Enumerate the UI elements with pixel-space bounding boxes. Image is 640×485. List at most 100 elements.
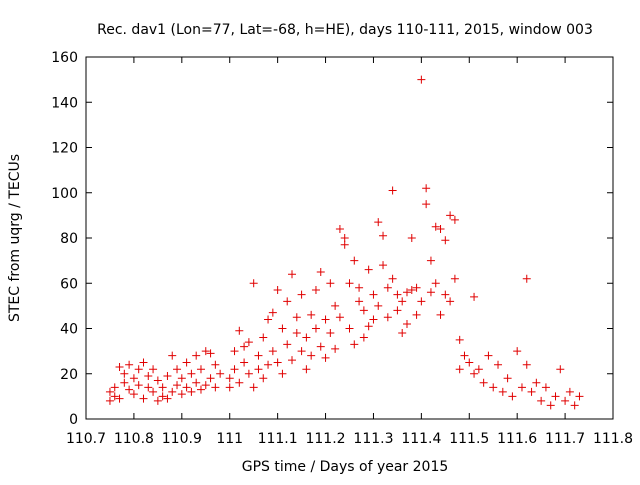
x-tick-label: 111.5 — [449, 431, 489, 447]
data-point — [407, 286, 416, 295]
data-point — [120, 369, 129, 378]
data-point — [244, 369, 253, 378]
data-point — [259, 374, 268, 383]
data-point — [465, 358, 474, 367]
y-tick-label: 0 — [69, 412, 78, 428]
data-point — [288, 356, 297, 365]
data-point — [240, 342, 249, 351]
data-point — [163, 372, 172, 381]
data-point — [283, 340, 292, 349]
data-point — [201, 347, 210, 356]
data-point — [503, 374, 512, 383]
data-point — [187, 387, 196, 396]
y-tick-label: 80 — [60, 231, 78, 247]
data-point — [436, 310, 445, 319]
data-point — [326, 279, 335, 288]
data-point — [422, 184, 431, 193]
data-point — [105, 387, 114, 396]
data-point — [292, 313, 301, 322]
data-point — [316, 342, 325, 351]
data-point — [196, 385, 205, 394]
data-point — [163, 394, 172, 403]
data-point — [307, 351, 316, 360]
data-point — [321, 353, 330, 362]
data-point — [479, 378, 488, 387]
data-point — [412, 283, 421, 292]
x-tick-label: 111.8 — [593, 431, 633, 447]
data-point — [259, 333, 268, 342]
data-point — [541, 383, 550, 392]
data-point — [144, 372, 153, 381]
data-point — [110, 383, 119, 392]
y-tick-label: 20 — [60, 367, 78, 383]
data-point — [441, 236, 450, 245]
data-point — [489, 383, 498, 392]
data-point — [182, 358, 191, 367]
x-tick-label: 111.6 — [497, 431, 537, 447]
data-point — [254, 351, 263, 360]
data-point — [211, 360, 220, 369]
data-point — [192, 351, 201, 360]
x-tick-label: 110.7 — [66, 431, 106, 447]
data-point — [364, 265, 373, 274]
data-point — [345, 324, 354, 333]
data-point — [527, 387, 536, 396]
data-point — [168, 387, 177, 396]
data-point — [153, 396, 162, 405]
x-tick-label: 111.4 — [401, 431, 441, 447]
plot-area-frame — [85, 56, 614, 420]
data-point — [230, 347, 239, 356]
x-tick-label: 111 — [216, 431, 243, 447]
chart-title: Rec. dav1 (Lon=77, Lat=-68, h=HE), days … — [97, 22, 593, 38]
data-point — [388, 186, 397, 195]
data-point — [225, 383, 234, 392]
data-point — [551, 392, 560, 401]
data-point — [125, 385, 134, 394]
data-point — [402, 288, 411, 297]
data-point — [244, 338, 253, 347]
tick-layer: 110.7 110.8 110.9 111 111.1 111.2 111.3 111.4 11… — [51, 50, 633, 447]
data-point — [153, 376, 162, 385]
data-point — [316, 267, 325, 276]
data-point — [383, 283, 392, 292]
data-point — [522, 274, 531, 283]
data-point — [340, 234, 349, 242]
data-point — [326, 329, 335, 338]
data-point — [264, 315, 273, 324]
data-point — [556, 365, 565, 374]
data-point — [302, 333, 311, 342]
data-point — [383, 313, 392, 322]
data-point — [431, 279, 440, 288]
data-point — [249, 383, 258, 392]
data-point — [173, 365, 182, 374]
data-point — [460, 351, 469, 360]
data-point — [359, 333, 368, 342]
data-point — [374, 301, 383, 310]
data-point — [426, 256, 435, 265]
y-tick-label: 120 — [51, 141, 78, 157]
data-point — [508, 392, 517, 401]
data-point — [517, 383, 526, 392]
data-point — [422, 200, 431, 209]
data-point — [565, 387, 574, 396]
data-point — [206, 374, 215, 383]
data-point — [398, 329, 407, 338]
data-point — [129, 374, 138, 383]
x-tick-label: 111.3 — [353, 431, 393, 447]
data-point — [201, 381, 210, 390]
data-point — [110, 392, 119, 401]
data-point — [398, 297, 407, 306]
points-layer — [105, 75, 584, 410]
data-point — [149, 365, 158, 374]
data-point — [216, 369, 225, 378]
data-point — [283, 297, 292, 306]
data-point — [177, 374, 186, 383]
data-point — [450, 215, 459, 224]
data-point — [292, 329, 301, 338]
data-point — [470, 369, 479, 378]
data-point — [331, 301, 340, 310]
data-point — [446, 211, 455, 220]
data-point — [474, 365, 483, 374]
